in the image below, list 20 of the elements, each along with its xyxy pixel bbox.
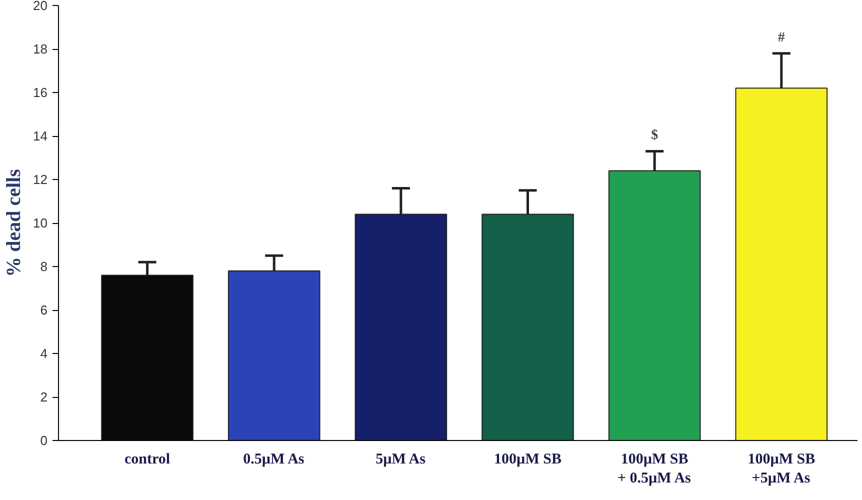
y-tick-label: 10: [33, 216, 48, 230]
y-tick-label: 0: [40, 433, 48, 448]
y-axis-title: % dead cells: [3, 168, 26, 277]
x-tick-label: control: [124, 452, 170, 468]
annotation: #: [778, 30, 785, 46]
y-tick-label: 6: [40, 302, 48, 318]
y-tick-label: 2: [40, 390, 48, 404]
y-tick-label: 16: [33, 85, 48, 100]
x-tick-label: 100µM SB + 0.5µM As: [617, 452, 692, 487]
x-tick-label: 0.5µM As: [243, 452, 304, 468]
x-tick-label: 100µM SB: [494, 452, 562, 468]
y-tick-label: 14: [33, 128, 48, 144]
x-tick-label: 5µM As: [376, 452, 426, 468]
y-tick-label: 20: [33, 0, 48, 13]
y-tick-label: 4: [40, 346, 48, 361]
annotation: $: [651, 128, 658, 144]
x-tick-label: 100µM SB +5µM As: [748, 452, 816, 487]
y-tick-label: 12: [33, 172, 48, 187]
y-tick-label: 8: [40, 259, 48, 274]
y-tick-label: 18: [33, 42, 48, 56]
